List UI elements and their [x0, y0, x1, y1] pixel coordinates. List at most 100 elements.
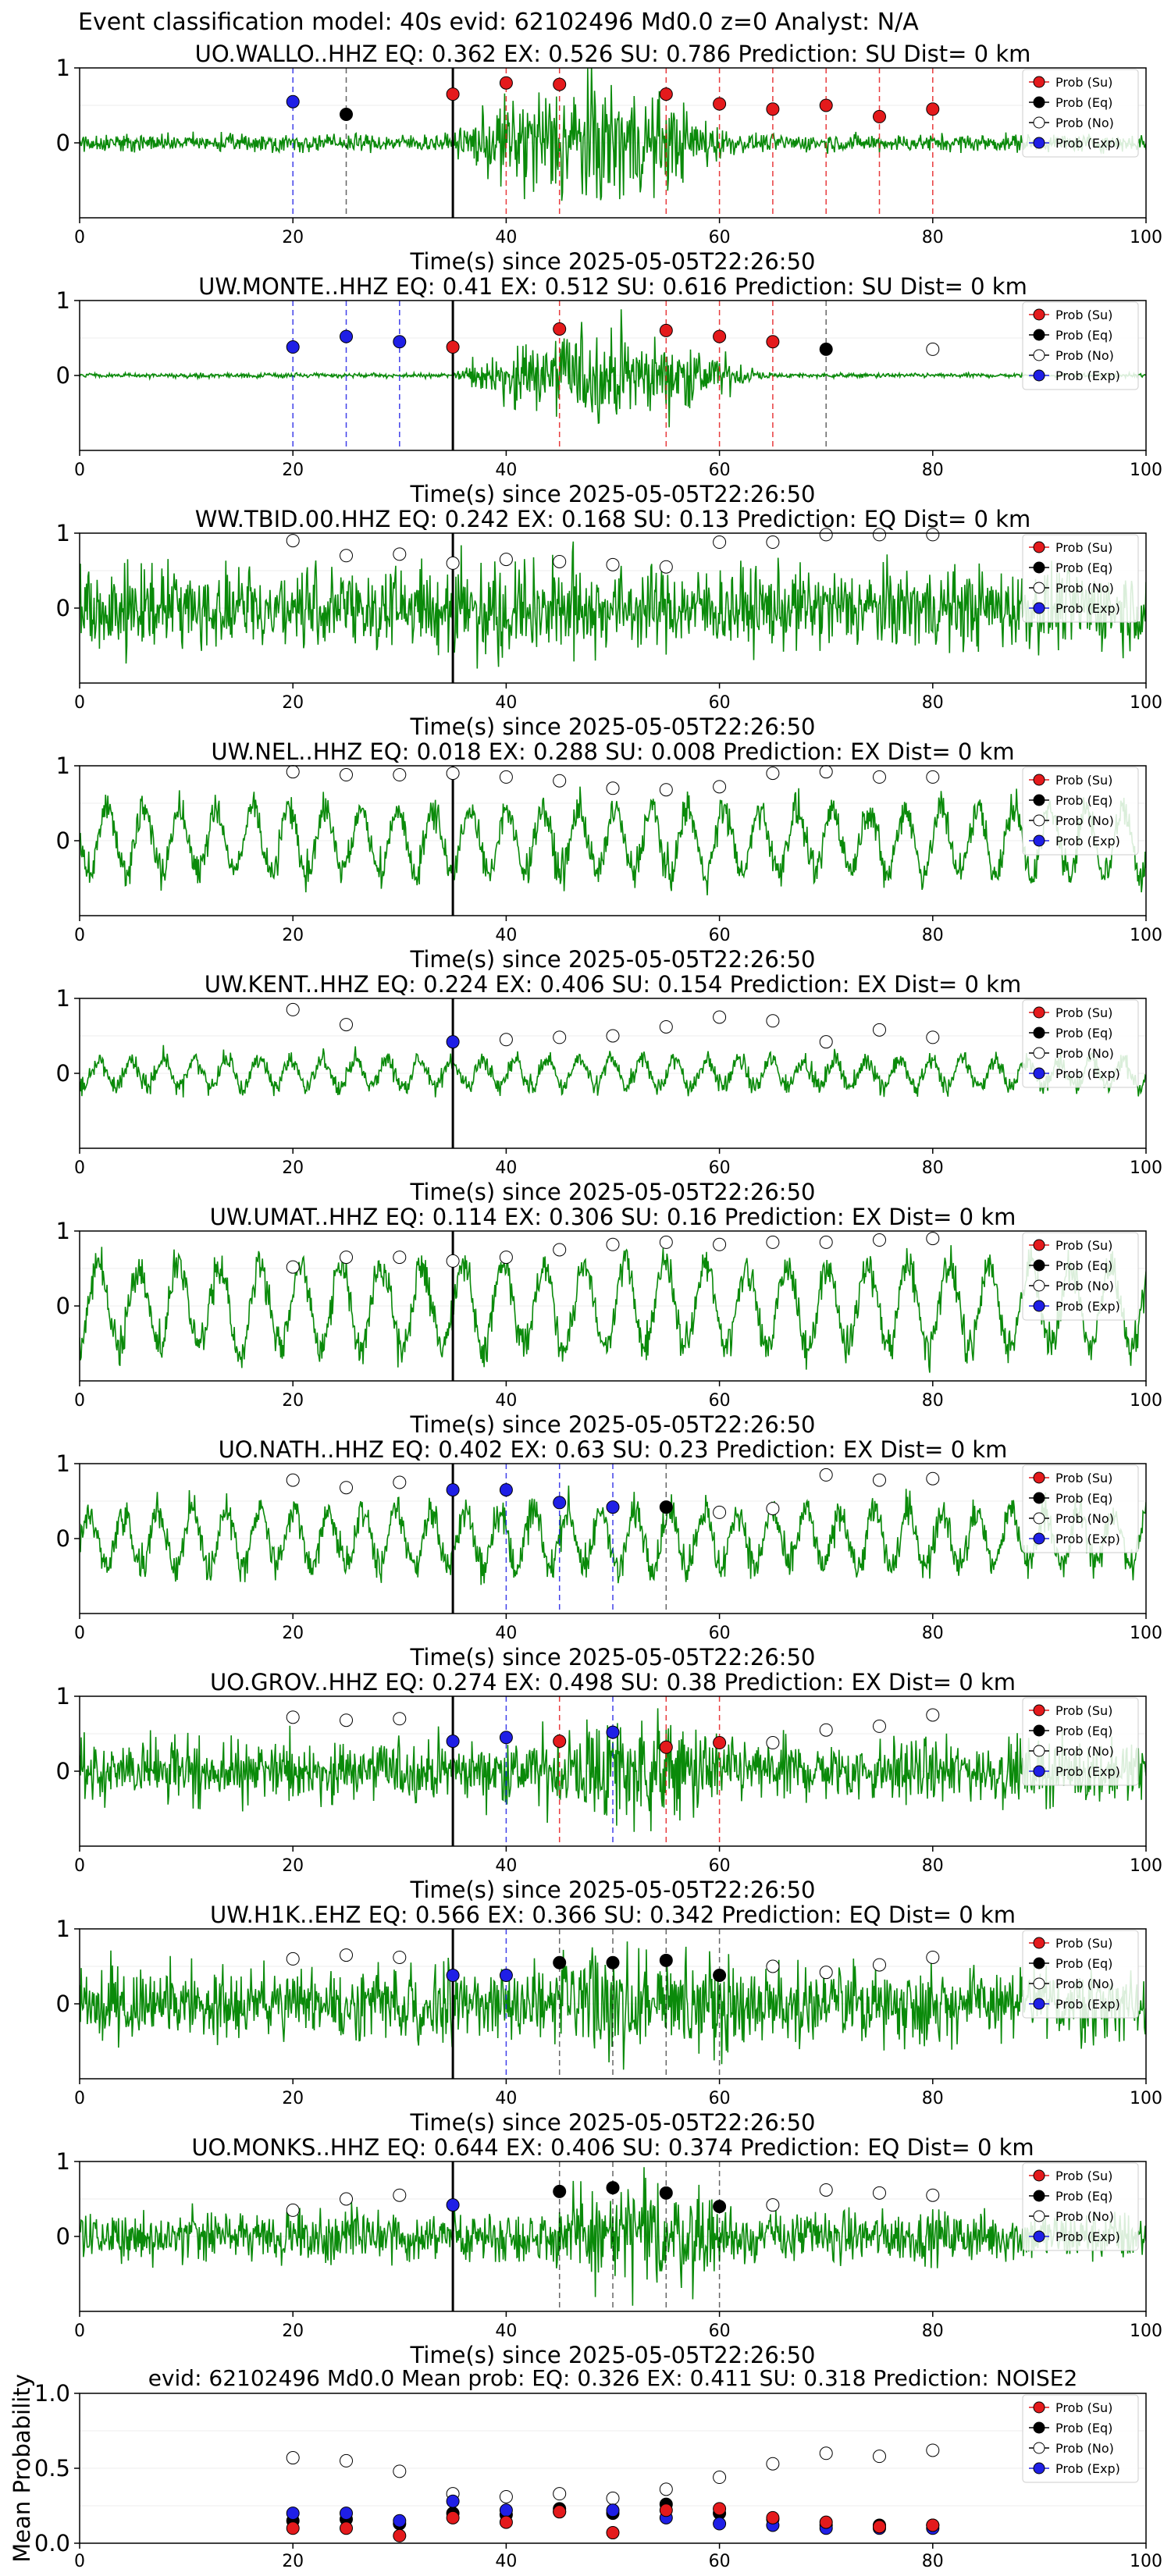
- mean-point-su: [873, 2520, 886, 2534]
- station-9-prob-point: [926, 2188, 940, 2202]
- station-6-title: UO.NATH..HHZ EQ: 0.402 EX: 0.63 SU: 0.23…: [219, 1436, 1008, 1463]
- station-6-prob-point: [553, 1496, 567, 1510]
- station-8-title: UW.H1K..EHZ EQ: 0.566 EX: 0.366 SU: 0.34…: [210, 1902, 1016, 1928]
- station-1-legend-marker-no: [1033, 349, 1045, 361]
- mean-point-su: [499, 2515, 513, 2529]
- station-1-xtick-label: 80: [922, 461, 944, 480]
- station-9-prob-point: [873, 2186, 886, 2200]
- station-6-xtick-label: 100: [1130, 1624, 1162, 1643]
- station-2-legend-label-eq: Prob (Eq): [1055, 560, 1112, 575]
- station-0-prob-point: [553, 77, 567, 91]
- station-8-legend-label-no: Prob (No): [1055, 1976, 1114, 1991]
- station-0-legend-label-eq: Prob (Eq): [1055, 95, 1112, 110]
- station-2-legend-label-no: Prob (No): [1055, 581, 1114, 596]
- station-5-prob-point: [340, 1251, 353, 1265]
- station-7-waveform: [80, 1708, 1146, 1832]
- station-9-xtick-label: 0: [74, 2322, 85, 2341]
- station-4-prob-point: [446, 1035, 460, 1049]
- station-3-xtick-label: 40: [495, 926, 517, 945]
- station-4-ytick-label: 0: [56, 1060, 70, 1087]
- station-7-prob-point: [819, 1723, 833, 1737]
- station-panels: UO.WALLO..HHZ EQ: 0.362 EX: 0.526 SU: 0.…: [56, 41, 1162, 2368]
- mean-xtick-label: 100: [1130, 2552, 1162, 2571]
- mean-xtick-label: 0: [74, 2552, 85, 2571]
- mean-legend-marker-ex: [1033, 2462, 1045, 2475]
- station-5-prob-point: [713, 1237, 727, 1251]
- mean-ytick-label: 0.0: [34, 2530, 70, 2556]
- station-8-legend-box: [1022, 1930, 1139, 2019]
- station-3-prob-point: [606, 781, 620, 795]
- station-3-legend-marker-no: [1033, 814, 1045, 827]
- station-5-xtick-label: 20: [282, 1391, 304, 1411]
- mean-legend-marker-su: [1033, 2401, 1045, 2414]
- station-4-legend-marker-su: [1033, 1006, 1045, 1019]
- station-8-xtick-label: 100: [1130, 2089, 1162, 2108]
- station-3-prob-point: [873, 770, 886, 784]
- station-5-xtick-label: 40: [495, 1391, 517, 1411]
- station-3-xtick-label: 20: [282, 926, 304, 945]
- station-5-waveform: [80, 1245, 1146, 1373]
- station-1-prob-point: [286, 340, 300, 354]
- station-3-prob-point: [819, 765, 833, 779]
- station-0-legend-label-ex: Prob (Exp): [1055, 136, 1120, 151]
- station-6-legend-marker-ex: [1033, 1532, 1045, 1545]
- mean-point-no: [713, 2471, 727, 2485]
- station-2-xtick-label: 0: [74, 693, 85, 713]
- station-2-xtick-label: 80: [922, 693, 944, 713]
- station-3-xtick-label: 0: [74, 926, 85, 945]
- station-0-prob-point: [499, 76, 513, 90]
- station-7-prob-point: [713, 1736, 727, 1750]
- mean-xtick-label: 40: [495, 2552, 517, 2571]
- station-1-legend-box: [1022, 301, 1139, 390]
- station-7-ytick-label: 1: [56, 1683, 70, 1710]
- station-2-xtick-label: 100: [1130, 693, 1162, 713]
- station-2-xtick-label: 60: [709, 693, 731, 713]
- station-4-prob-point: [286, 1002, 300, 1016]
- station-4-legend-label-eq: Prob (Eq): [1055, 1026, 1112, 1041]
- station-4-prob-point: [606, 1029, 620, 1043]
- station-6-legend-label-ex: Prob (Exp): [1055, 1532, 1120, 1546]
- station-0-prob-point: [713, 97, 727, 111]
- station-8-legend-marker-su: [1033, 1937, 1045, 1949]
- station-1-prob-point: [819, 342, 833, 356]
- station-9-legend-label-su: Prob (Su): [1055, 2169, 1112, 2183]
- station-7-legend-label-no: Prob (No): [1055, 1744, 1114, 1759]
- station-7-prob-point: [446, 1735, 460, 1749]
- station-5-legend-label-ex: Prob (Exp): [1055, 1299, 1120, 1314]
- station-5-ytick-label: 1: [56, 1218, 70, 1244]
- station-7-prob-point: [499, 1731, 513, 1745]
- station-6-prob-point: [713, 1505, 727, 1519]
- station-4-prob-point: [659, 1019, 673, 1034]
- mean-point-no: [659, 2482, 673, 2496]
- station-0-xtick-label: 80: [922, 228, 944, 247]
- station-5-legend-marker-ex: [1033, 1300, 1045, 1312]
- station-6-prob-point: [286, 1473, 300, 1487]
- station-3-prob-point: [766, 767, 780, 781]
- station-9-legend-marker-no: [1033, 2210, 1045, 2222]
- station-8-prob-point: [926, 1950, 940, 1964]
- station-0-xtick-label: 0: [74, 228, 85, 247]
- station-0-prob-point: [819, 98, 833, 112]
- station-5-xtick-label: 0: [74, 1391, 85, 1411]
- station-2-prob-point: [446, 556, 460, 570]
- station-2-xlabel: Time(s) since 2025-05-05T22:26:50: [410, 713, 816, 740]
- station-0-legend-marker-su: [1033, 76, 1045, 88]
- station-6-prob-point: [499, 1483, 513, 1497]
- station-6-prob-point: [446, 1483, 460, 1497]
- station-2-legend-marker-no: [1033, 582, 1045, 594]
- station-4-legend-box: [1022, 999, 1139, 1088]
- station-6-legend-label-su: Prob (Su): [1055, 1471, 1112, 1485]
- station-2-legend-label-ex: Prob (Exp): [1055, 601, 1120, 616]
- station-7-prob-point: [659, 1740, 673, 1754]
- station-2-legend-marker-ex: [1033, 602, 1045, 614]
- station-1-xtick-label: 100: [1130, 461, 1162, 480]
- station-2-prob-point: [713, 535, 727, 550]
- station-4-xtick-label: 20: [282, 1158, 304, 1178]
- station-0-xtick-label: 20: [282, 228, 304, 247]
- station-8-prob-point: [499, 1969, 513, 1983]
- station-6-xlabel: Time(s) since 2025-05-05T22:26:50: [410, 1644, 816, 1670]
- station-9-xtick-label: 100: [1130, 2322, 1162, 2341]
- station-1-xtick-label: 20: [282, 461, 304, 480]
- station-1-legend-label-no: Prob (No): [1055, 348, 1114, 363]
- station-9-prob-point: [606, 2181, 620, 2195]
